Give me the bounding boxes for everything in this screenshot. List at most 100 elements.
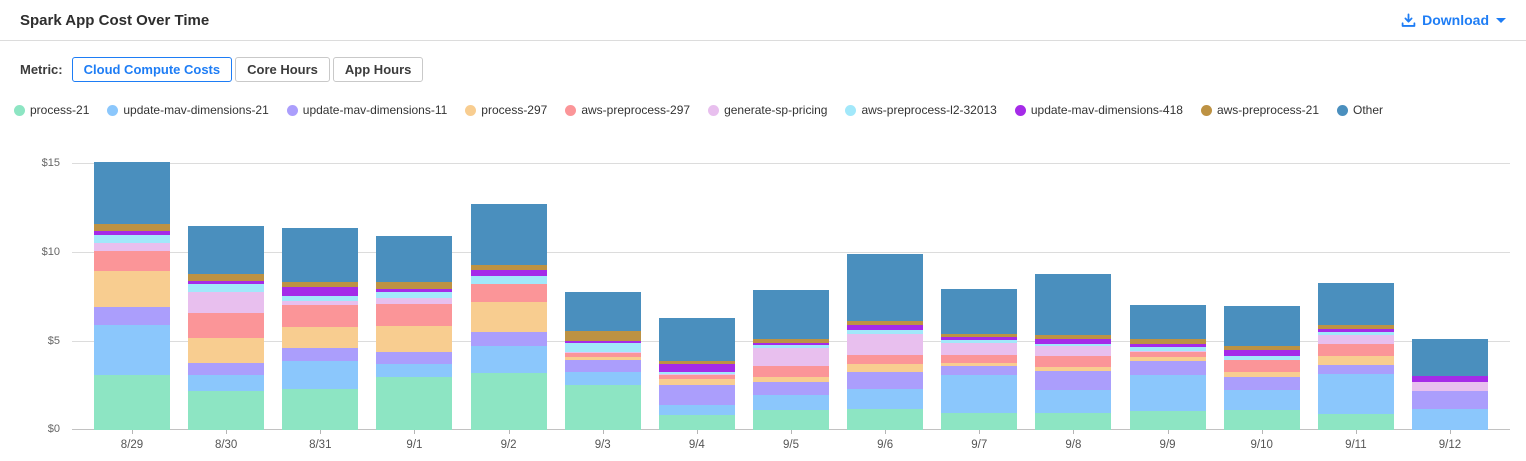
legend-item-aws-preprocess-297[interactable]: aws-preprocess-297: [565, 103, 690, 117]
bar-segment-generate-sp-pricing[interactable]: [1129, 351, 1206, 352]
bar-segment-process-21[interactable]: [564, 385, 641, 430]
bar-segment-process-21[interactable]: [1317, 414, 1394, 430]
bar-segment-aws-preprocess-297[interactable]: [94, 251, 170, 271]
bar-segment-aws-preprocess-l2-32013[interactable]: [1129, 347, 1206, 351]
legend-item-generate-sp-pricing[interactable]: generate-sp-pricing: [708, 103, 827, 117]
bar-segment-Other[interactable]: [282, 228, 359, 282]
bar-segment-aws-preprocess-297[interactable]: [1035, 356, 1112, 367]
bar-segment-process-21[interactable]: [941, 413, 1018, 430]
bar-segment-aws-preprocess-l2-32013[interactable]: [376, 292, 453, 298]
bar-segment-aws-preprocess-l2-32013[interactable]: [752, 345, 829, 348]
bar-segment-aws-preprocess-297[interactable]: [376, 304, 453, 326]
bar-segment-Other[interactable]: [1129, 305, 1206, 339]
metric-tab-core-hours[interactable]: Core Hours: [235, 57, 330, 82]
bar-segment-aws-preprocess-21[interactable]: [941, 334, 1018, 337]
bar-segment-process-21[interactable]: [1129, 411, 1206, 430]
download-button[interactable]: Download: [1401, 12, 1506, 28]
bar-segment-generate-sp-pricing[interactable]: [847, 334, 924, 355]
bar-segment-update-mav-dimensions-21[interactable]: [658, 405, 735, 415]
bar-segment-process-297[interactable]: [1317, 356, 1394, 365]
bar-segment-aws-preprocess-21[interactable]: [376, 282, 453, 289]
bar-segment-aws-preprocess-21[interactable]: [282, 282, 359, 287]
bar-segment-update-mav-dimensions-21[interactable]: [1223, 390, 1300, 410]
bar-segment-update-mav-dimensions-418[interactable]: [1129, 344, 1206, 347]
bar-segment-process-297[interactable]: [941, 363, 1018, 366]
bar-segment-update-mav-dimensions-11[interactable]: [847, 372, 924, 389]
bar-segment-aws-preprocess-21[interactable]: [752, 339, 829, 343]
bar-segment-update-mav-dimensions-21[interactable]: [282, 361, 359, 389]
bar-segment-aws-preprocess-21[interactable]: [94, 224, 170, 231]
legend-item-aws-preprocess-21[interactable]: aws-preprocess-21: [1200, 103, 1319, 117]
legend-item-update-mav-dimensions-21[interactable]: update-mav-dimensions-21: [107, 103, 269, 117]
bar-segment-update-mav-dimensions-11[interactable]: [94, 307, 170, 325]
bar-segment-process-297[interactable]: [658, 379, 735, 385]
bar-segment-process-21[interactable]: [282, 389, 359, 430]
bar-segment-Other[interactable]: [188, 226, 265, 274]
bar-segment-Other[interactable]: [1223, 306, 1300, 346]
bar-segment-update-mav-dimensions-11[interactable]: [1411, 391, 1488, 409]
bar-segment-aws-preprocess-l2-32013[interactable]: [1223, 356, 1300, 360]
bar-segment-aws-preprocess-297[interactable]: [188, 313, 265, 338]
bar-segment-update-mav-dimensions-21[interactable]: [376, 364, 453, 377]
legend-item-update-mav-dimensions-11[interactable]: update-mav-dimensions-11: [286, 103, 447, 117]
bar-segment-process-21[interactable]: [188, 391, 265, 430]
bar-segment-aws-preprocess-21[interactable]: [1035, 335, 1112, 339]
bar-segment-Other[interactable]: [1317, 283, 1394, 325]
bar-segment-aws-preprocess-l2-32013[interactable]: [847, 330, 924, 334]
bar-segment-generate-sp-pricing[interactable]: [752, 348, 829, 366]
metric-tab-cloud-compute-costs[interactable]: Cloud Compute Costs: [71, 57, 233, 82]
bar-segment-update-mav-dimensions-418[interactable]: [470, 270, 547, 276]
bar-segment-aws-preprocess-21[interactable]: [1129, 339, 1206, 344]
bar-segment-aws-preprocess-l2-32013[interactable]: [564, 343, 641, 352]
bar-segment-process-297[interactable]: [847, 364, 924, 372]
bar-segment-generate-sp-pricing[interactable]: [658, 374, 735, 375]
bar-segment-Other[interactable]: [94, 162, 170, 224]
bar-segment-aws-preprocess-l2-32013[interactable]: [94, 235, 170, 243]
bar-segment-aws-preprocess-297[interactable]: [941, 355, 1018, 363]
bar-segment-update-mav-dimensions-21[interactable]: [94, 325, 170, 375]
bar-segment-update-mav-dimensions-418[interactable]: [376, 289, 453, 292]
bar-segment-aws-preprocess-l2-32013[interactable]: [470, 276, 547, 284]
bar-segment-update-mav-dimensions-11[interactable]: [470, 332, 547, 346]
bar-segment-aws-preprocess-21[interactable]: [1317, 325, 1394, 329]
bar-segment-process-21[interactable]: [376, 377, 453, 430]
bar-segment-update-mav-dimensions-11[interactable]: [752, 382, 829, 395]
bar-segment-aws-preprocess-297[interactable]: [1129, 352, 1206, 357]
bar-segment-update-mav-dimensions-21[interactable]: [188, 375, 265, 391]
bar-segment-aws-preprocess-l2-32013[interactable]: [941, 340, 1018, 343]
bar-segment-aws-preprocess-21[interactable]: [564, 331, 641, 341]
bar-segment-process-297[interactable]: [1035, 367, 1112, 371]
bar-segment-aws-preprocess-297[interactable]: [658, 375, 735, 379]
bar-segment-generate-sp-pricing[interactable]: [188, 292, 265, 313]
bar-segment-update-mav-dimensions-21[interactable]: [1129, 375, 1206, 411]
bar-segment-update-mav-dimensions-418[interactable]: [94, 231, 170, 235]
bar-segment-aws-preprocess-297[interactable]: [752, 366, 829, 377]
bar-segment-process-297[interactable]: [1223, 372, 1300, 377]
bar-segment-aws-preprocess-21[interactable]: [658, 361, 735, 364]
bar-segment-generate-sp-pricing[interactable]: [941, 343, 1018, 355]
bar-segment-update-mav-dimensions-418[interactable]: [941, 337, 1018, 340]
bar-segment-process-297[interactable]: [752, 377, 829, 382]
bar-segment-update-mav-dimensions-11[interactable]: [1317, 365, 1394, 374]
bar-segment-Other[interactable]: [564, 292, 641, 331]
bar-segment-Other[interactable]: [1411, 339, 1488, 376]
bar-segment-update-mav-dimensions-21[interactable]: [941, 375, 1018, 413]
bar-segment-update-mav-dimensions-11[interactable]: [1223, 377, 1300, 390]
bar-segment-Other[interactable]: [470, 204, 547, 265]
bar-segment-generate-sp-pricing[interactable]: [282, 301, 359, 305]
bar-segment-process-297[interactable]: [94, 271, 170, 307]
bar-segment-update-mav-dimensions-21[interactable]: [564, 372, 641, 385]
bar-segment-aws-preprocess-297[interactable]: [1317, 344, 1394, 356]
bar-segment-update-mav-dimensions-11[interactable]: [1035, 371, 1112, 390]
bar-segment-generate-sp-pricing[interactable]: [376, 298, 453, 304]
bar-segment-update-mav-dimensions-418[interactable]: [282, 287, 359, 296]
bar-segment-aws-preprocess-21[interactable]: [847, 321, 924, 325]
bar-segment-aws-preprocess-297[interactable]: [282, 305, 359, 327]
bar-segment-update-mav-dimensions-418[interactable]: [1317, 329, 1394, 332]
bar-segment-process-21[interactable]: [94, 375, 170, 430]
bar-segment-aws-preprocess-l2-32013[interactable]: [282, 296, 359, 301]
bar-segment-Other[interactable]: [658, 318, 735, 361]
bar-segment-Other[interactable]: [752, 290, 829, 339]
bar-segment-aws-preprocess-21[interactable]: [1223, 346, 1300, 350]
bar-segment-generate-sp-pricing[interactable]: [94, 243, 170, 251]
